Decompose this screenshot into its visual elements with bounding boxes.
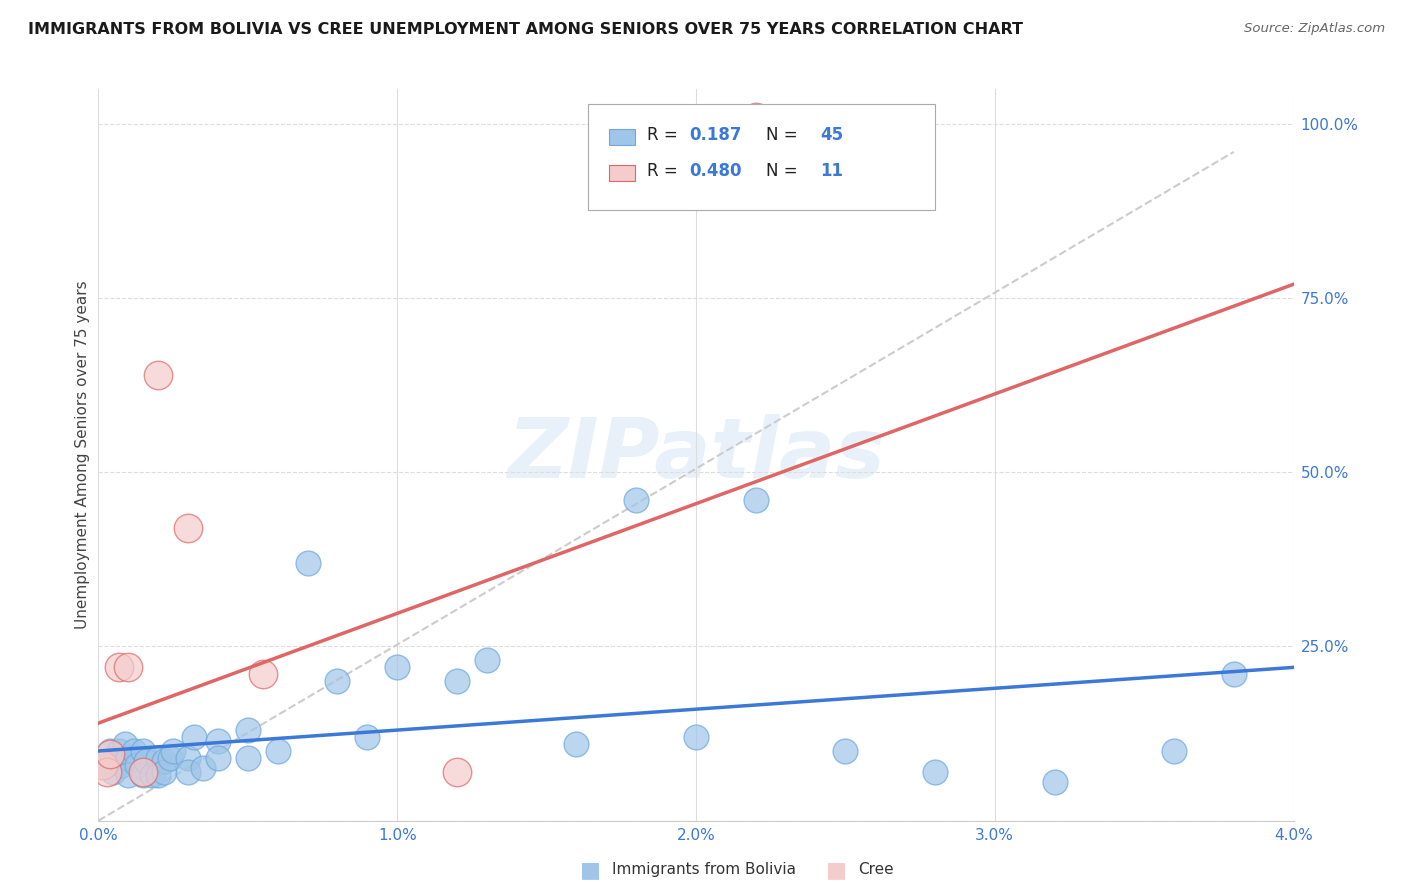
Point	[117, 768, 139, 782]
Point	[385, 660, 409, 674]
Point	[124, 744, 146, 758]
Point	[177, 521, 200, 535]
Text: R =: R =	[647, 162, 683, 180]
Point	[834, 744, 856, 758]
Point	[446, 764, 468, 779]
Point	[148, 751, 170, 765]
Point	[177, 764, 200, 779]
Text: ■: ■	[581, 860, 600, 880]
Point	[117, 660, 139, 674]
Point	[162, 744, 184, 758]
Point	[153, 755, 176, 769]
Point	[103, 764, 125, 779]
Text: ZIPatlas: ZIPatlas	[508, 415, 884, 495]
Point	[108, 744, 131, 758]
Point	[148, 768, 170, 782]
Text: Immigrants from Bolivia: Immigrants from Bolivia	[612, 863, 796, 877]
Point	[565, 737, 588, 751]
FancyBboxPatch shape	[609, 165, 636, 181]
Point	[153, 764, 176, 779]
Point	[191, 761, 214, 775]
Point	[267, 744, 290, 758]
Point	[105, 751, 128, 765]
Text: R =: R =	[647, 126, 683, 144]
Text: ■: ■	[827, 860, 846, 880]
Text: 0.187: 0.187	[689, 126, 741, 144]
Point	[745, 493, 768, 508]
Point	[207, 751, 229, 765]
Text: IMMIGRANTS FROM BOLIVIA VS CREE UNEMPLOYMENT AMONG SENIORS OVER 75 YEARS CORRELA: IMMIGRANTS FROM BOLIVIA VS CREE UNEMPLOY…	[28, 22, 1024, 37]
Point	[108, 660, 131, 674]
Point	[183, 730, 205, 744]
Point	[236, 723, 259, 737]
Text: 11: 11	[820, 162, 844, 180]
Point	[685, 730, 707, 744]
Point	[159, 751, 181, 765]
Text: 0.480: 0.480	[689, 162, 741, 180]
FancyBboxPatch shape	[609, 128, 636, 145]
Point	[624, 493, 647, 508]
Y-axis label: Unemployment Among Seniors over 75 years: Unemployment Among Seniors over 75 years	[75, 281, 90, 629]
Point	[1043, 775, 1066, 789]
Point	[177, 751, 200, 765]
Point	[446, 674, 468, 689]
Point	[117, 751, 139, 765]
Point	[745, 110, 768, 124]
Point	[297, 556, 319, 570]
Text: N =: N =	[766, 162, 799, 180]
Point	[114, 737, 136, 751]
FancyBboxPatch shape	[588, 103, 935, 210]
Point	[141, 768, 163, 782]
Point	[252, 667, 274, 681]
Text: 45: 45	[820, 126, 844, 144]
Point	[326, 674, 349, 689]
Point	[1222, 667, 1246, 681]
Point	[111, 758, 134, 772]
Point	[98, 747, 122, 762]
Point	[132, 744, 155, 758]
Text: Source: ZipAtlas.com: Source: ZipAtlas.com	[1244, 22, 1385, 36]
Text: Cree: Cree	[858, 863, 893, 877]
Point	[236, 751, 259, 765]
Point	[127, 758, 149, 772]
Point	[924, 764, 946, 779]
Point	[475, 653, 498, 667]
Point	[91, 758, 114, 772]
Point	[207, 733, 229, 747]
Point	[1163, 744, 1185, 758]
Point	[132, 764, 155, 779]
Point	[356, 730, 378, 744]
Point	[132, 768, 155, 782]
Point	[148, 368, 170, 382]
Point	[98, 744, 122, 758]
Text: N =: N =	[766, 126, 799, 144]
Point	[135, 755, 157, 769]
Point	[94, 758, 117, 772]
Point	[96, 764, 118, 779]
